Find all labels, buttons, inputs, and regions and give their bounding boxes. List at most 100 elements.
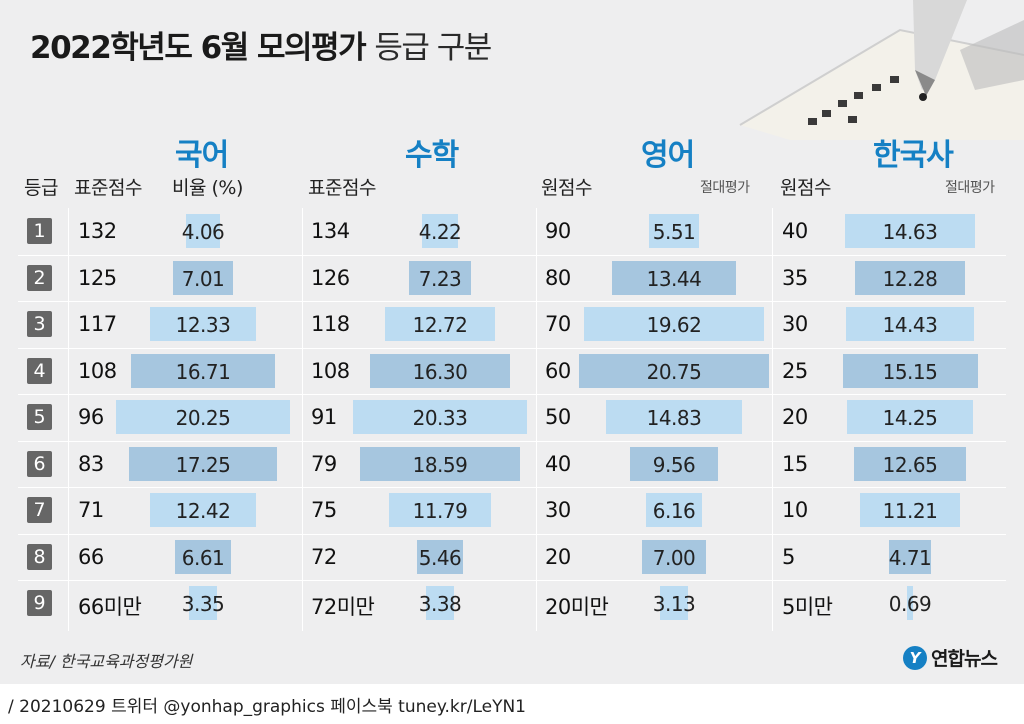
score-value: 40	[545, 451, 571, 476]
ratio-bar	[129, 446, 277, 481]
ratio-label: 5.51	[652, 220, 696, 244]
ratio-bar	[845, 307, 975, 341]
score-value: 66	[78, 544, 104, 569]
ratio-bar	[425, 586, 455, 620]
ratio-label: 12.42	[175, 499, 231, 523]
yonhap-logo: Y 연합뉴스	[903, 644, 998, 671]
score-value: 117	[78, 312, 117, 336]
ratio-bar	[612, 260, 736, 295]
subject-korean: 국어	[175, 138, 229, 173]
score-value: 5	[782, 544, 795, 569]
ratio-label: 3.13	[652, 592, 696, 616]
column-divider	[772, 208, 773, 631]
score-value: 25	[782, 358, 808, 383]
ratio-label: 17.25	[175, 452, 231, 477]
score-value: 83	[78, 451, 104, 476]
ratio-bar	[385, 307, 495, 341]
ratio-label: 0.69	[888, 592, 932, 616]
ratio-bar	[408, 260, 471, 295]
ratio-label: 7.23	[418, 266, 462, 291]
ratio-bar	[150, 307, 256, 341]
score-value: 35	[782, 265, 808, 290]
score-value: 71	[78, 498, 104, 522]
score-value: 118	[311, 312, 350, 336]
ratio-label: 4.06	[181, 220, 225, 244]
ratio-bar	[584, 307, 764, 341]
grade-badge: 6	[27, 450, 52, 477]
header-grade: 등급	[24, 177, 58, 199]
grade-badge: 5	[27, 404, 52, 430]
ratio-label: 20.75	[646, 359, 702, 384]
score-value: 30	[545, 498, 571, 522]
ratio-label: 7.00	[652, 545, 696, 570]
ratio-label: 4.22	[418, 220, 462, 244]
ratio-label: 7.01	[181, 266, 225, 291]
ratio-bar	[579, 353, 769, 388]
ratio-bar	[149, 493, 257, 527]
score-value: 125	[78, 265, 117, 290]
ratio-label: 6.16	[652, 499, 696, 523]
score-value: 30	[782, 312, 808, 336]
grade-badge: 8	[27, 543, 52, 570]
score-value: 60	[545, 358, 571, 383]
ratio-bar	[421, 214, 459, 248]
score-value: 132	[78, 219, 117, 243]
ratio-label: 14.25	[882, 406, 938, 430]
ratio-label: 18.59	[412, 452, 468, 477]
ratio-label: 11.79	[412, 499, 468, 523]
ratio-bar	[116, 400, 290, 434]
ratio-label: 13.44	[646, 266, 702, 291]
ratio-bar	[844, 214, 976, 248]
subject-history: 한국사	[873, 138, 954, 173]
score-value: 50	[545, 405, 571, 429]
ratio-label: 19.62	[646, 313, 702, 337]
ratio-label: 16.30	[412, 359, 468, 384]
logo-text: 연합뉴스	[931, 648, 998, 670]
ratio-label: 3.35	[181, 592, 225, 616]
row-divider	[18, 440, 1006, 442]
score-value: 40	[782, 219, 808, 243]
score-value: 108	[78, 358, 117, 383]
header-history-note: 절대평가	[945, 180, 995, 196]
grade-badge: 7	[27, 497, 52, 523]
ratio-label: 9.56	[652, 452, 696, 477]
score-value: 126	[311, 265, 350, 290]
grade-badge: 4	[27, 357, 52, 384]
ratio-label: 4.71	[888, 545, 932, 570]
header-korean-score: 표준점수	[74, 177, 142, 199]
ratio-bar	[172, 260, 234, 295]
ratio-bar	[648, 214, 700, 248]
ratio-bar	[185, 214, 221, 248]
ratio-label: 6.61	[181, 545, 225, 570]
ratio-bar	[889, 539, 931, 574]
ratio-label: 12.72	[412, 313, 468, 337]
score-value: 15	[782, 451, 808, 476]
source-note: 자료/ 한국교육과정평가원	[20, 652, 193, 671]
ratio-bar	[352, 400, 528, 434]
row-divider	[18, 347, 1006, 349]
ratio-bar	[370, 353, 510, 388]
ratio-bar	[659, 586, 689, 620]
ratio-label: 20.33	[412, 406, 468, 430]
ratio-label: 14.63	[882, 220, 938, 244]
column-divider	[536, 208, 537, 631]
ratio-label: 12.33	[175, 313, 231, 337]
score-value: 20미만	[545, 595, 609, 619]
ratio-bar	[630, 446, 718, 481]
grade-table: 1 132 4.06 134 4.22 90 5.51 40 14.63 2 125 7.01 126 7…	[18, 208, 1006, 631]
subject-english: 영어	[641, 138, 695, 173]
ratio-bar	[853, 446, 967, 481]
ratio-label: 11.21	[882, 499, 938, 523]
ratio-label: 16.71	[175, 359, 231, 384]
score-value: 66미만	[78, 595, 142, 619]
column-divider	[302, 208, 303, 631]
chart-title: 2022학년도 6월 모의평가 등급 구분	[30, 22, 492, 67]
ratio-bar	[606, 400, 742, 434]
ratio-bar	[131, 353, 275, 388]
row-divider	[18, 254, 1006, 256]
row-divider	[18, 301, 1006, 302]
row-divider	[18, 533, 1006, 535]
row-divider	[18, 487, 1006, 488]
ratio-bar	[855, 260, 965, 295]
ratio-bar	[188, 586, 218, 620]
